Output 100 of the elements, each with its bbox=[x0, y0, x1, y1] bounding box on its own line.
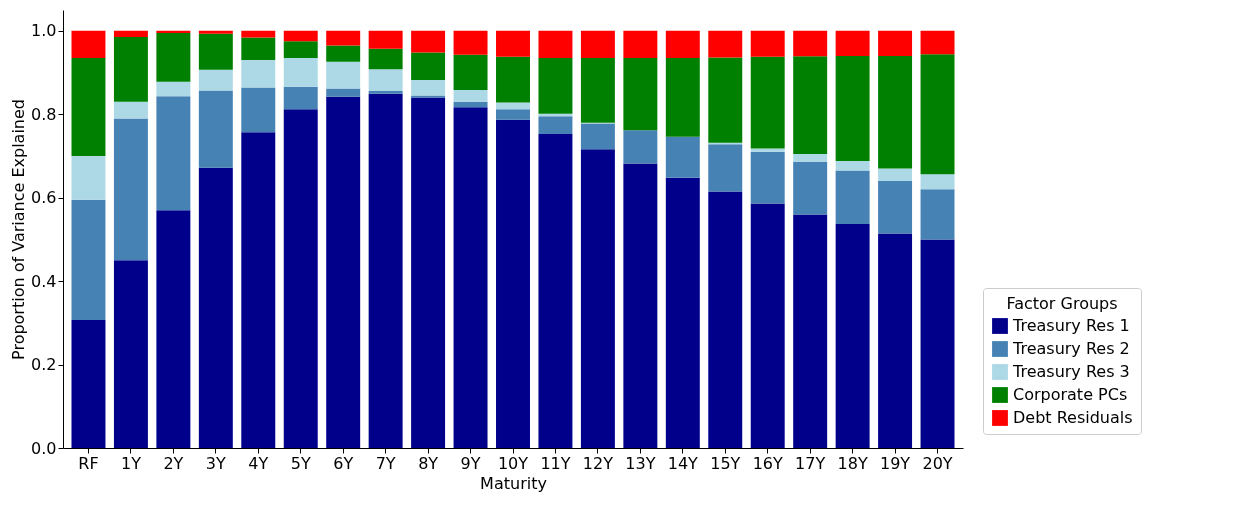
bar bbox=[878, 55, 913, 169]
bar bbox=[708, 30, 743, 58]
x-tick-label: 9Y bbox=[460, 453, 481, 473]
legend-label: Corporate PCs bbox=[1013, 385, 1128, 404]
bar bbox=[580, 30, 615, 58]
x-tick-label: 5Y bbox=[290, 453, 311, 473]
bar bbox=[708, 57, 743, 143]
bar bbox=[835, 161, 870, 171]
bar bbox=[793, 214, 828, 448]
y-tick-label: 0.4 bbox=[31, 271, 57, 291]
bar bbox=[453, 54, 488, 91]
legend-label: Debt Residuals bbox=[1013, 408, 1133, 427]
bar bbox=[750, 148, 785, 152]
bar bbox=[198, 33, 233, 70]
bar bbox=[538, 30, 573, 58]
bar bbox=[793, 153, 828, 162]
bar bbox=[326, 61, 361, 89]
bar bbox=[708, 144, 743, 192]
legend-label: Treasury Res 2 bbox=[1012, 339, 1130, 358]
bar bbox=[198, 30, 233, 34]
bar bbox=[453, 101, 488, 108]
x-tick-label: 8Y bbox=[418, 453, 439, 473]
legend-title: Factor Groups bbox=[1006, 294, 1118, 313]
x-tick-label: 7Y bbox=[375, 453, 396, 473]
bar bbox=[71, 57, 106, 156]
x-tick-label: 4Y bbox=[248, 453, 269, 473]
bar bbox=[496, 109, 530, 120]
bar bbox=[665, 57, 700, 137]
bar bbox=[750, 56, 785, 149]
bar bbox=[283, 57, 318, 87]
x-tick-label: 19Y bbox=[880, 453, 911, 473]
bar bbox=[623, 130, 658, 164]
legend-label: Treasury Res 1 bbox=[1012, 316, 1130, 335]
x-tick-label: 16Y bbox=[752, 453, 784, 473]
bar bbox=[835, 170, 870, 224]
bar bbox=[156, 96, 191, 211]
bar bbox=[326, 96, 361, 448]
bar bbox=[156, 30, 191, 33]
bar bbox=[623, 163, 658, 448]
bar bbox=[326, 45, 361, 62]
bar bbox=[750, 30, 785, 57]
bar bbox=[920, 239, 955, 448]
x-tick-label: 18Y bbox=[837, 453, 868, 473]
bar bbox=[496, 56, 530, 103]
x-tick-label: 11Y bbox=[540, 453, 571, 473]
bar bbox=[283, 41, 318, 58]
bar bbox=[368, 93, 403, 448]
bar bbox=[326, 30, 361, 46]
bar bbox=[411, 30, 446, 53]
y-axis-title: Proportion of Variance Explained bbox=[9, 99, 29, 360]
bar bbox=[835, 55, 870, 162]
bar bbox=[920, 189, 955, 240]
bar bbox=[113, 37, 148, 102]
bar bbox=[113, 260, 148, 448]
bar bbox=[411, 97, 446, 448]
x-tick-label: 10Y bbox=[497, 453, 529, 473]
y-tick-label: 0.6 bbox=[31, 188, 57, 208]
bar bbox=[793, 56, 828, 154]
bar bbox=[113, 30, 148, 38]
bar bbox=[411, 52, 446, 81]
bar bbox=[580, 57, 615, 123]
bar bbox=[198, 69, 233, 91]
x-tick-label: 17Y bbox=[795, 453, 826, 473]
bar bbox=[71, 30, 106, 58]
bar bbox=[453, 90, 488, 102]
x-tick-label: 3Y bbox=[205, 453, 227, 473]
bar bbox=[623, 57, 658, 131]
bar bbox=[665, 177, 700, 448]
bar bbox=[750, 203, 785, 448]
bar bbox=[368, 48, 403, 70]
bar bbox=[411, 80, 446, 96]
x-tick-label: 6Y bbox=[333, 453, 354, 473]
bar bbox=[708, 191, 743, 448]
bar bbox=[71, 156, 106, 200]
bar bbox=[283, 30, 318, 42]
bar bbox=[835, 30, 870, 56]
bar bbox=[580, 123, 615, 150]
bar bbox=[71, 199, 106, 320]
x-tick-label: 15Y bbox=[710, 453, 741, 473]
y-tick-label: 1.0 bbox=[31, 21, 57, 41]
bar bbox=[920, 54, 955, 175]
bar bbox=[496, 102, 530, 110]
bar bbox=[878, 181, 913, 234]
bar bbox=[71, 319, 106, 448]
bar bbox=[411, 95, 446, 98]
bar bbox=[793, 30, 828, 57]
bar bbox=[113, 118, 148, 261]
bar bbox=[368, 69, 403, 91]
bar bbox=[368, 30, 403, 49]
bar bbox=[241, 132, 276, 448]
bar bbox=[368, 90, 403, 94]
bar bbox=[538, 133, 573, 448]
bar bbox=[198, 167, 233, 448]
bar bbox=[156, 210, 191, 448]
x-tick-label: RF bbox=[78, 453, 99, 473]
bar bbox=[241, 30, 276, 38]
bar bbox=[113, 101, 148, 119]
bar bbox=[878, 30, 913, 56]
bar bbox=[198, 90, 233, 168]
y-tick-label: 0.0 bbox=[31, 438, 57, 458]
